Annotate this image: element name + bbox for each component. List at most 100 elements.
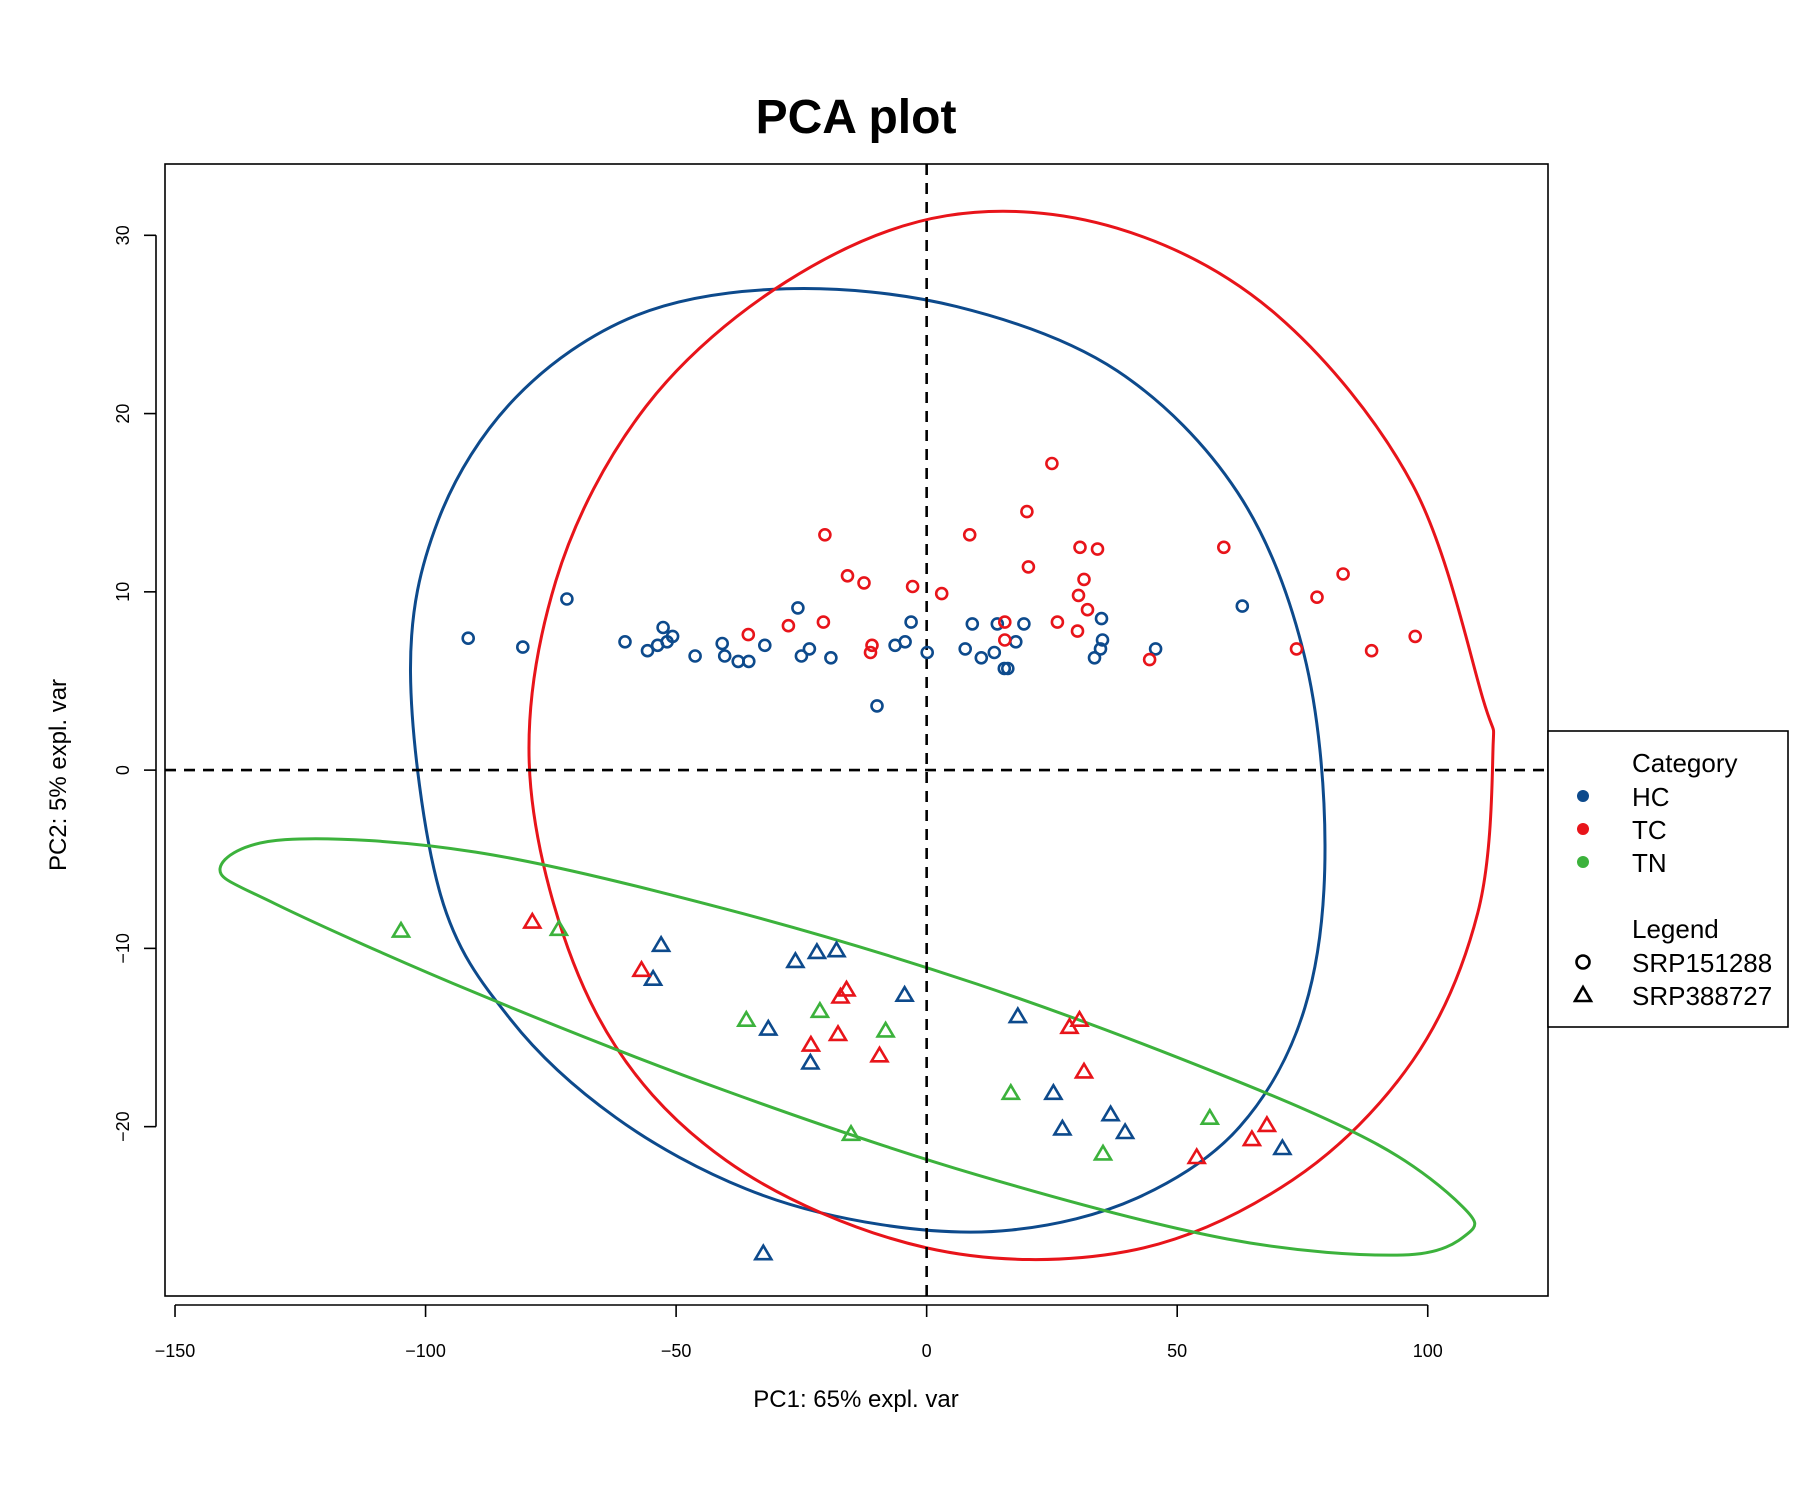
legend-srp388727-label: SRP388727	[1632, 981, 1772, 1011]
data-point-tc-srp388727	[631, 959, 652, 978]
data-point-hc-srp388727	[1007, 1006, 1029, 1024]
data-point-hc-srp151288	[1017, 617, 1031, 631]
data-point-tc-srp151288	[1071, 588, 1086, 603]
ellipse-tn	[218, 837, 1477, 1257]
data-point-hc-srp151288	[715, 636, 730, 651]
data-point-hc-srp151288	[1095, 633, 1110, 647]
data-point-hc-srp151288	[904, 615, 918, 629]
chart-title: PCA plot	[756, 91, 957, 144]
data-point-hc-srp388727	[894, 984, 915, 1003]
data-point-tc-srp151288	[1073, 540, 1087, 555]
legend-tn-label: TN	[1632, 848, 1667, 878]
y-axis-label: PC2: 5% expl. var	[45, 679, 72, 871]
data-point-hc-srp151288	[1148, 642, 1163, 656]
data-point-hc-srp151288	[461, 631, 476, 646]
data-point-hc-srp151288	[870, 699, 884, 713]
data-point-tn-srp388727	[548, 918, 570, 937]
data-point-tn-srp388727	[1199, 1107, 1221, 1125]
legend-hc-marker	[1577, 790, 1589, 802]
data-point-hc-srp151288	[898, 634, 912, 649]
data-point-hc-srp151288	[640, 643, 655, 658]
data-point-tc-srp151288	[1310, 590, 1324, 605]
data-point-tc-srp151288	[1408, 629, 1422, 644]
x-axis: −150 −100 −50 0 50 100	[155, 1304, 1443, 1361]
data-point-tc-srp151288	[1045, 456, 1059, 471]
legend-tn-marker	[1577, 856, 1589, 868]
legend-box	[1547, 730, 1789, 1028]
data-point-hc-srp388727	[642, 968, 664, 987]
data-point-hc-srp151288	[974, 650, 989, 665]
data-point-tc-srp151288	[1020, 504, 1034, 519]
data-point-tc-srp151288	[1021, 560, 1036, 574]
data-point-tn-srp388727	[840, 1123, 862, 1142]
data-point-tc-srp388727	[836, 979, 857, 997]
data-point-hc-srp151288	[965, 617, 980, 631]
reference-lines	[165, 164, 1548, 1296]
x-tick-label: 50	[1167, 1341, 1187, 1361]
data-point-tc-srp388727	[522, 911, 543, 929]
data-point-hc-srp151288	[1094, 611, 1109, 626]
data-point-hc-srp151288	[987, 645, 1002, 660]
data-point-hc-srp151288	[1235, 599, 1250, 613]
data-point-hc-srp151288	[741, 654, 756, 669]
data-points	[390, 456, 1422, 1261]
data-point-hc-srp388727	[1114, 1121, 1136, 1140]
data-point-tn-srp388727	[390, 920, 412, 938]
data-point-tc-srp151288	[1336, 567, 1350, 581]
data-point-hc-srp388727	[1100, 1104, 1121, 1122]
data-point-hc-srp151288	[958, 642, 973, 656]
data-point-hc-srp388727	[650, 934, 672, 953]
data-point-tn-srp388727	[736, 1009, 757, 1027]
x-tick-label: −100	[405, 1341, 446, 1361]
data-point-tc-srp151288	[1364, 643, 1379, 658]
data-point-tn-srp388727	[809, 1000, 831, 1019]
y-axis: −20 −10 0 10 20 30	[113, 225, 157, 1142]
y-tick-label: −20	[113, 1111, 133, 1142]
y-tick-label: 30	[113, 225, 133, 245]
data-point-hc-srp151288	[757, 638, 772, 653]
data-point-tc-srp388727	[800, 1034, 822, 1052]
data-point-tc-srp151288	[741, 627, 756, 642]
data-point-hc-srp388727	[800, 1052, 821, 1070]
data-point-hc-srp151288	[794, 649, 809, 663]
legend-srp151288-label: SRP151288	[1632, 948, 1772, 978]
legend-triangle-marker	[1572, 984, 1594, 1003]
ellipse-tc	[527, 209, 1496, 1262]
data-point-tc-srp151288	[1289, 642, 1304, 656]
x-tick-label: −50	[661, 1341, 692, 1361]
data-point-tc-srp151288	[865, 638, 879, 653]
legend-hc-label: HC	[1632, 782, 1670, 812]
data-point-tn-srp388727	[1092, 1143, 1114, 1161]
data-point-tn-srp388727	[1000, 1082, 1022, 1101]
data-point-tc-srp151288	[1050, 615, 1065, 629]
data-point-tc-srp388727	[1073, 1061, 1095, 1079]
data-point-hc-srp388727	[806, 941, 828, 960]
data-point-tc-srp151288	[781, 618, 796, 633]
data-point-hc-srp151288	[515, 640, 530, 654]
data-point-tc-srp151288	[840, 568, 855, 583]
data-point-hc-srp151288	[688, 649, 702, 663]
plot-frame	[164, 163, 1549, 1297]
data-point-tc-srp388727	[1256, 1114, 1278, 1133]
data-point-tc-srp151288	[1077, 572, 1091, 587]
data-point-hc-srp151288	[656, 620, 670, 635]
data-point-hc-srp151288	[665, 629, 680, 644]
data-point-tc-srp151288	[857, 576, 871, 590]
data-point-hc-srp151288	[717, 649, 732, 663]
data-point-tc-srp151288	[863, 645, 878, 660]
data-point-tc-srp151288	[816, 615, 831, 629]
legend: Category HC TC TN Legend SRP151288 SRP38…	[1547, 730, 1789, 1028]
data-point-tc-srp151288	[962, 527, 977, 542]
data-point-hc-srp151288	[920, 645, 935, 660]
legend-shape-title: Legend	[1632, 914, 1719, 944]
y-tick-label: 10	[113, 582, 133, 602]
data-point-tc-srp151288	[997, 615, 1012, 629]
data-point-hc-srp151288	[618, 634, 632, 649]
data-point-tc-srp151288	[1070, 624, 1085, 638]
data-point-hc-srp151288	[1000, 661, 1015, 676]
x-tick-label: −150	[155, 1341, 196, 1361]
confidence-ellipses	[218, 209, 1496, 1262]
y-tick-label: 0	[113, 765, 133, 775]
